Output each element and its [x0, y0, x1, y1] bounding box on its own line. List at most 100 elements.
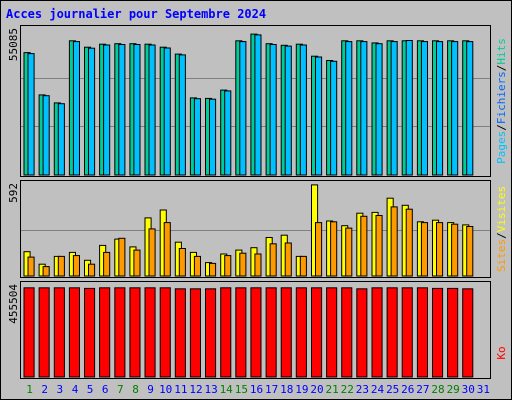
x-tick-label: 20 — [310, 383, 323, 396]
x-tick-label: 7 — [117, 383, 124, 396]
visits-sites-bar — [118, 237, 126, 277]
x-tick-label: 15 — [235, 383, 248, 396]
ko-ko-bar — [68, 287, 81, 378]
hits-pages-bar — [330, 60, 338, 176]
hits-pages-bar — [178, 54, 186, 176]
visits-sites-bar — [375, 215, 383, 277]
visits-sites-bar — [103, 251, 111, 277]
x-tick-label: 22 — [341, 383, 354, 396]
ko-ko-bar — [356, 288, 368, 378]
hits-legend: Pages/Fichiers/Hits — [495, 38, 508, 164]
hits-pages-bar — [239, 41, 247, 176]
x-tick-label: 25 — [386, 383, 399, 396]
hits-pages-bar — [209, 98, 217, 176]
ko-ko-bar — [235, 287, 247, 378]
x-tick-label: 11 — [174, 383, 187, 396]
visits-sites-bar — [284, 242, 292, 277]
legend-entry: / — [495, 65, 508, 72]
hits-pages-bar — [451, 41, 459, 176]
legend-entry: Pages — [495, 131, 508, 164]
hits-pages-bar — [148, 44, 156, 176]
hits-pages-bar — [390, 41, 398, 176]
x-tick-label: 31 — [477, 383, 490, 396]
ko-ko-bar — [220, 287, 232, 378]
visits-sites-bar — [315, 222, 323, 277]
ko-ko-bar — [386, 287, 398, 378]
x-tick-label: 10 — [159, 383, 172, 396]
x-tick-label: 13 — [204, 383, 217, 396]
visits-sites-bar — [193, 255, 201, 277]
ko-ko-bar — [205, 288, 217, 378]
hits-pages-bar — [360, 41, 368, 176]
hits-pages-bar — [118, 44, 126, 176]
x-tick-label: 30 — [462, 383, 475, 396]
ko-ko-bar — [432, 287, 444, 378]
x-tick-label: 8 — [132, 383, 139, 396]
ko-ko-bar — [447, 287, 459, 378]
hits-pages-bar — [163, 47, 171, 176]
hits-pages-bar — [284, 45, 292, 176]
ko-ymax-label: 455504 — [7, 284, 20, 324]
x-tick-label: 17 — [265, 383, 278, 396]
ko-ko-bar — [53, 287, 65, 378]
visits-sites-bar — [254, 253, 262, 277]
hits-pages-bar — [299, 44, 307, 176]
hits-pages-bar — [88, 47, 96, 176]
visits-sites-bar — [405, 208, 413, 277]
x-tick-label: 1 — [26, 383, 33, 396]
x-tick-labels: 1 2 3 4 5 6 7 8 9 10 11 12 13 14 15 16 17 18 19 20 21 22 23 24 2… — [26, 383, 490, 396]
hits-pages-bar — [27, 53, 35, 176]
ko-ko-bar — [129, 287, 141, 378]
legend-entry: Visites — [495, 186, 508, 232]
hits-pages-bar — [315, 56, 323, 176]
ko-ko-bar — [144, 287, 156, 378]
visits-sites-bar — [436, 222, 444, 277]
ko-ko-bar — [189, 288, 201, 378]
ko-ko-bar — [99, 287, 111, 378]
visits-sites-bar — [360, 215, 368, 277]
x-tick-label: 28 — [431, 383, 444, 396]
ko-ko-bar — [38, 287, 50, 378]
visits-legend: Sites/Visites — [495, 186, 508, 272]
hits-pages-bar — [57, 103, 65, 176]
visits-sites-bar — [42, 266, 50, 277]
ko-ko-bar — [341, 287, 353, 378]
visits-sites-bar — [299, 255, 307, 277]
visits-sites-bar — [163, 222, 171, 277]
legend-entry: / — [495, 232, 508, 239]
ko-ko-bar — [326, 287, 338, 378]
x-tick-label: 3 — [56, 383, 63, 396]
ko-ko-bar — [462, 288, 474, 378]
hits-pages-bar — [436, 41, 444, 176]
visits-sites-bar — [88, 263, 96, 277]
x-tick-label: 18 — [280, 383, 293, 396]
x-tick-label: 5 — [87, 383, 94, 396]
visits-sites-bar — [224, 255, 232, 277]
x-tick-label: 9 — [147, 383, 154, 396]
hits-pages-bar — [193, 98, 201, 176]
legend-entry: Hits — [495, 38, 508, 65]
ko-ko-bar — [114, 287, 126, 378]
ko-legend: Ko — [495, 346, 508, 359]
y-max-labels: 55085 592 455504 — [7, 28, 20, 324]
hits-ymax-label: 55085 — [7, 28, 20, 61]
chart-title: Acces journalier pour Septembre 2024 — [6, 7, 266, 21]
x-tick-label: 12 — [189, 383, 202, 396]
visits-ymax-label: 592 — [7, 183, 20, 203]
visits-sites-bar — [330, 221, 338, 277]
ko-ko-bar — [250, 287, 262, 378]
visits-sites-bar — [72, 255, 81, 277]
visits-sites-bar — [209, 262, 217, 277]
ko-ko-bar — [159, 287, 171, 378]
visits-sites-bar — [451, 223, 459, 277]
hits-pages-bar — [42, 95, 50, 176]
visits-sites-bar — [345, 227, 353, 277]
ko-ko-bar — [295, 287, 307, 378]
x-tick-label: 4 — [72, 383, 79, 396]
visits-sites-bar — [390, 206, 398, 277]
visits-sites-bar — [269, 243, 277, 277]
visits-sites-bar — [178, 248, 186, 277]
ko-ko-bar — [265, 287, 277, 378]
